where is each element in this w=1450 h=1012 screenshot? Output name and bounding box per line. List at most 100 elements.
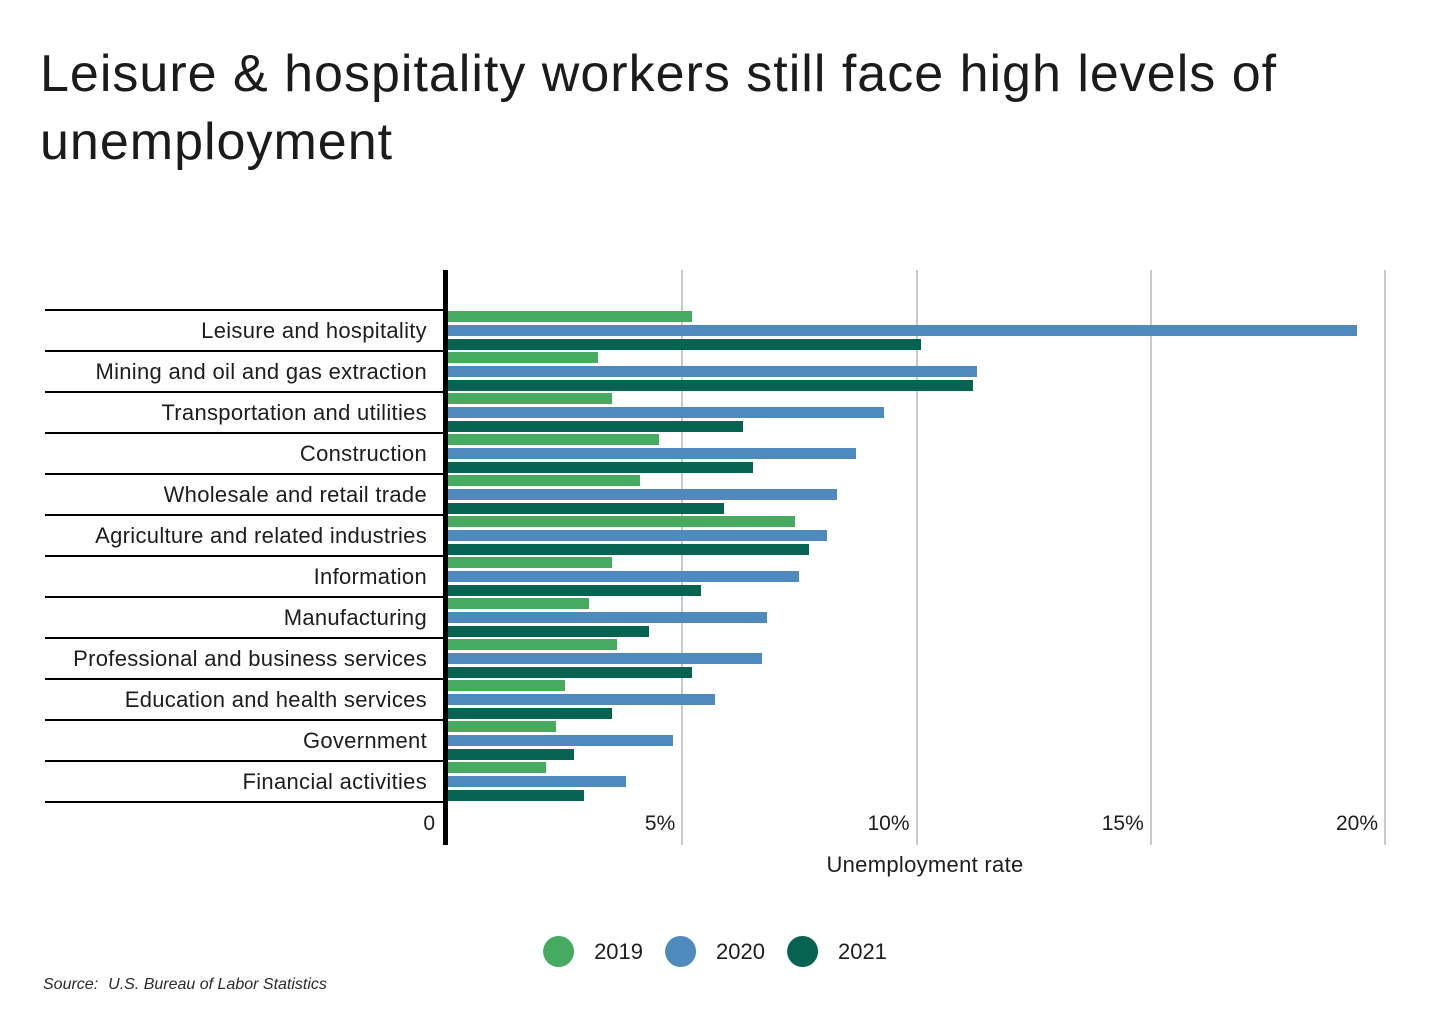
gridline-15% bbox=[1149, 270, 1152, 845]
bar-group bbox=[448, 514, 1448, 555]
bar-plot-area bbox=[448, 309, 1448, 801]
x-tick-label: 10% bbox=[867, 812, 910, 835]
bar-2019 bbox=[448, 721, 556, 732]
bar-2019 bbox=[448, 516, 795, 527]
x-tick-label: 0 bbox=[423, 812, 435, 835]
bar-group bbox=[448, 473, 1448, 514]
bar-group bbox=[448, 555, 1448, 596]
category-label: Information bbox=[313, 563, 427, 589]
bar-2019 bbox=[448, 311, 692, 322]
bar-group bbox=[448, 719, 1448, 760]
legend-swatch bbox=[543, 936, 575, 967]
category-row: Wholesale and retail trade bbox=[45, 473, 443, 514]
bar-group bbox=[448, 760, 1448, 801]
bar-2021 bbox=[448, 708, 612, 719]
legend-label: 2019 bbox=[594, 938, 644, 964]
bar-2020 bbox=[448, 735, 673, 746]
legend-item: 2019 bbox=[543, 936, 643, 967]
x-tick-label: 5% bbox=[644, 812, 676, 835]
bar-2020 bbox=[448, 694, 716, 705]
bar-2019 bbox=[448, 762, 547, 773]
category-label: Mining and oil and gas extraction bbox=[95, 358, 427, 384]
bar-2021 bbox=[448, 667, 692, 678]
category-label: Agriculture and related industries bbox=[95, 522, 427, 548]
bar-2020 bbox=[448, 325, 1357, 336]
category-row: Professional and business services bbox=[45, 637, 443, 678]
bar-2021 bbox=[448, 421, 744, 432]
bar-2021 bbox=[448, 380, 973, 391]
category-label: Wholesale and retail trade bbox=[163, 481, 427, 507]
bar-2021 bbox=[448, 585, 701, 596]
category-row: Mining and oil and gas extraction bbox=[45, 350, 443, 391]
category-row: Education and health services bbox=[45, 678, 443, 719]
bar-2020 bbox=[448, 448, 856, 459]
source-prefix: Source: bbox=[43, 976, 99, 993]
legend-swatch bbox=[786, 936, 818, 967]
bar-2019 bbox=[448, 352, 598, 363]
category-row: Agriculture and related industries bbox=[45, 514, 443, 555]
category-row: Manufacturing bbox=[45, 596, 443, 637]
category-label: Financial activities bbox=[242, 768, 427, 794]
category-label: Manufacturing bbox=[283, 604, 427, 630]
legend-label: 2021 bbox=[837, 938, 887, 964]
bar-group bbox=[448, 350, 1448, 391]
category-label: Leisure and hospitality bbox=[201, 317, 427, 343]
bar-2020 bbox=[448, 530, 828, 541]
legend-swatch bbox=[665, 936, 697, 967]
category-label: Construction bbox=[299, 440, 427, 466]
bar-group bbox=[448, 596, 1448, 637]
category-label: Professional and business services bbox=[73, 645, 427, 671]
x-axis-label: Unemployment rate bbox=[826, 852, 1024, 877]
legend-item: 2021 bbox=[786, 936, 887, 967]
category-row: Government bbox=[45, 719, 443, 760]
category-row: Financial activities bbox=[45, 760, 443, 801]
bar-group bbox=[448, 391, 1448, 432]
bar-group bbox=[448, 432, 1448, 473]
gridline-20% bbox=[1384, 270, 1386, 845]
bar-2021 bbox=[448, 790, 584, 801]
chart-title: Leisure & hospitality workers still face… bbox=[40, 45, 1278, 171]
bar-2020 bbox=[448, 612, 767, 623]
bar-2021 bbox=[448, 626, 650, 637]
category-row: Construction bbox=[45, 432, 443, 473]
category-label-column: Leisure and hospitality Mining and oil an… bbox=[45, 309, 443, 803]
bar-2019 bbox=[448, 680, 566, 691]
bar-group bbox=[448, 309, 1448, 350]
bar-group bbox=[448, 637, 1448, 678]
bar-2020 bbox=[448, 489, 837, 500]
category-row: Leisure and hospitality bbox=[45, 309, 443, 350]
legend-item: 2020 bbox=[665, 936, 765, 967]
bar-2021 bbox=[448, 462, 753, 473]
bar-2020 bbox=[448, 776, 627, 787]
category-label: Government bbox=[302, 727, 427, 753]
x-tick-label: 15% bbox=[1101, 812, 1144, 835]
bar-2020 bbox=[448, 407, 884, 418]
bar-2021 bbox=[448, 339, 922, 350]
bar-2020 bbox=[448, 571, 800, 582]
bar-2020 bbox=[448, 653, 762, 664]
category-row: Information bbox=[45, 555, 443, 596]
legend: 2019 2020 2021 bbox=[543, 936, 887, 967]
bar-2020 bbox=[448, 366, 978, 377]
category-row: Transportation and utilities bbox=[45, 391, 443, 432]
bar-2019 bbox=[448, 598, 589, 609]
gridline-10% bbox=[915, 270, 918, 845]
bar-2019 bbox=[448, 475, 641, 486]
category-label: Education and health services bbox=[124, 686, 427, 712]
bar-2021 bbox=[448, 544, 809, 555]
bar-group bbox=[448, 678, 1448, 719]
bar-2019 bbox=[448, 557, 612, 568]
legend-label: 2020 bbox=[716, 938, 765, 964]
source-note: Source: U.S. Bureau of Labor Statistics bbox=[43, 976, 327, 994]
bar-2021 bbox=[448, 749, 575, 760]
gridline-5% bbox=[681, 270, 684, 845]
bar-2019 bbox=[448, 393, 612, 404]
category-label: Transportation and utilities bbox=[161, 399, 427, 425]
bar-2019 bbox=[448, 639, 617, 650]
y-axis-line bbox=[443, 270, 448, 845]
bar-2021 bbox=[448, 503, 725, 514]
source-text: U.S. Bureau of Labor Statistics bbox=[108, 976, 327, 993]
bar-2019 bbox=[448, 434, 659, 445]
x-tick-label: 20% bbox=[1335, 812, 1378, 835]
